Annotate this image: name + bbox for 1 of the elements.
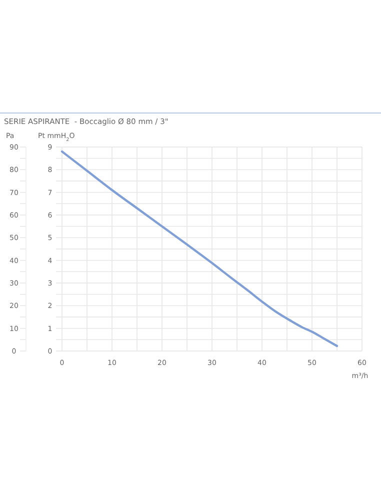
line-series — [60, 150, 338, 348]
